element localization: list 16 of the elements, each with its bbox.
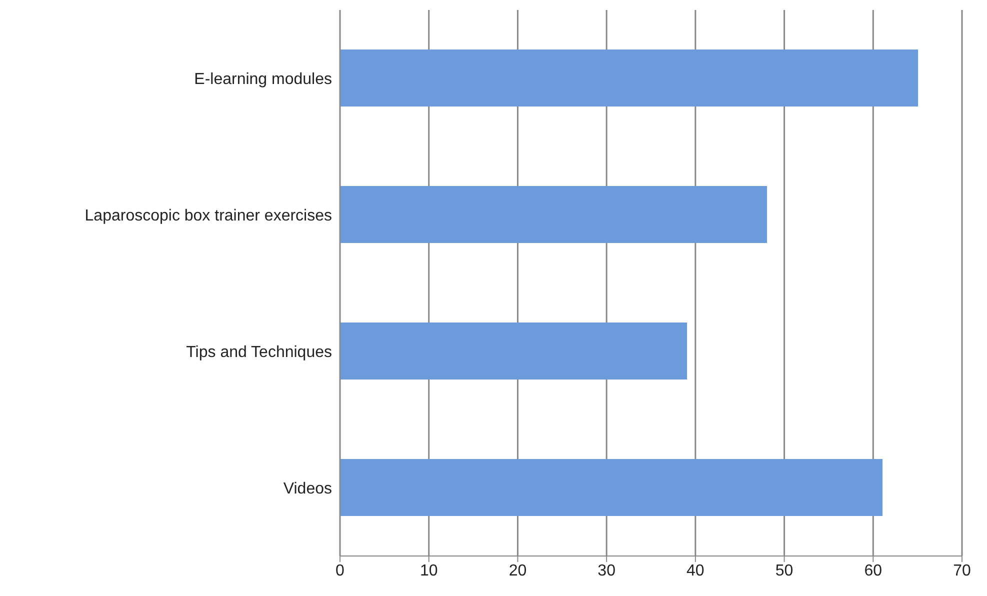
bar: [340, 322, 688, 380]
x-tick-label: 50: [775, 562, 794, 580]
bar: [340, 186, 768, 243]
y-tick-label: Laparoscopic box trainer exercises: [84, 207, 332, 224]
x-tick-label: 70: [953, 562, 971, 580]
bar: [340, 50, 918, 106]
bar: [340, 459, 883, 516]
y-tick-label: Videos: [283, 480, 332, 498]
y-tick-label: Tips and Techniques: [186, 344, 332, 361]
x-tick-label: 20: [508, 562, 527, 580]
x-tick-label: 10: [420, 562, 438, 580]
y-tick-label: E-learning modules: [194, 70, 332, 88]
x-tick-label: 60: [864, 562, 882, 580]
x-tick-label: 0: [336, 562, 345, 580]
x-tick-label: 40: [686, 562, 704, 580]
x-tick-label: 30: [598, 562, 616, 580]
